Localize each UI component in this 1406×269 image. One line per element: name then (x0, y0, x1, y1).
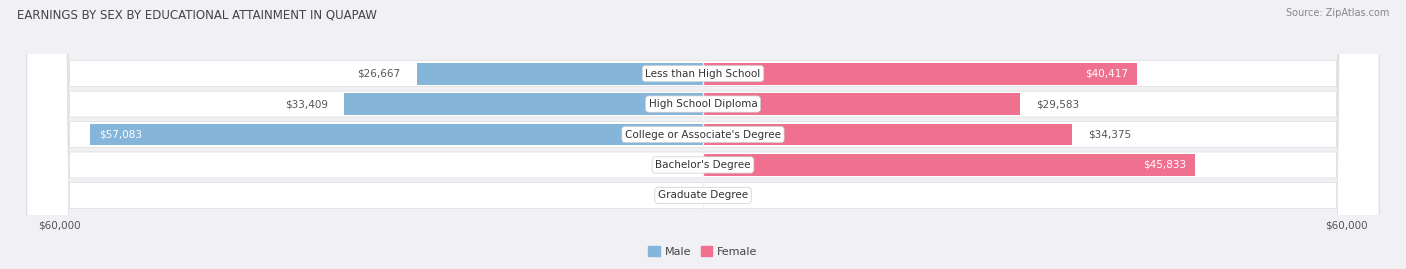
Text: Less than High School: Less than High School (645, 69, 761, 79)
Text: $34,375: $34,375 (1088, 129, 1130, 140)
Text: Bachelor's Degree: Bachelor's Degree (655, 160, 751, 170)
FancyBboxPatch shape (27, 0, 1379, 269)
FancyBboxPatch shape (27, 0, 1379, 269)
Bar (344, 93, 703, 115)
FancyBboxPatch shape (27, 0, 1379, 269)
Text: Source: ZipAtlas.com: Source: ZipAtlas.com (1285, 8, 1389, 18)
Bar (416, 63, 703, 84)
Text: High School Diploma: High School Diploma (648, 99, 758, 109)
Text: $45,833: $45,833 (1143, 160, 1187, 170)
Text: $57,083: $57,083 (98, 129, 142, 140)
Text: Graduate Degree: Graduate Degree (658, 190, 748, 200)
Bar (703, 63, 1136, 84)
Text: $0: $0 (718, 190, 733, 200)
Legend: Male, Female: Male, Female (644, 242, 762, 261)
Bar (90, 123, 703, 146)
Text: $33,409: $33,409 (285, 99, 329, 109)
Text: College or Associate's Degree: College or Associate's Degree (626, 129, 780, 140)
Bar (703, 93, 1021, 115)
FancyBboxPatch shape (27, 0, 1379, 269)
Text: $40,417: $40,417 (1085, 69, 1128, 79)
Text: $26,667: $26,667 (357, 69, 401, 79)
Text: $29,583: $29,583 (1036, 99, 1080, 109)
Text: $0: $0 (673, 160, 688, 170)
Text: EARNINGS BY SEX BY EDUCATIONAL ATTAINMENT IN QUAPAW: EARNINGS BY SEX BY EDUCATIONAL ATTAINMEN… (17, 8, 377, 21)
Bar (703, 154, 1195, 176)
Text: $0: $0 (673, 190, 688, 200)
Bar (703, 123, 1071, 146)
FancyBboxPatch shape (27, 0, 1379, 269)
